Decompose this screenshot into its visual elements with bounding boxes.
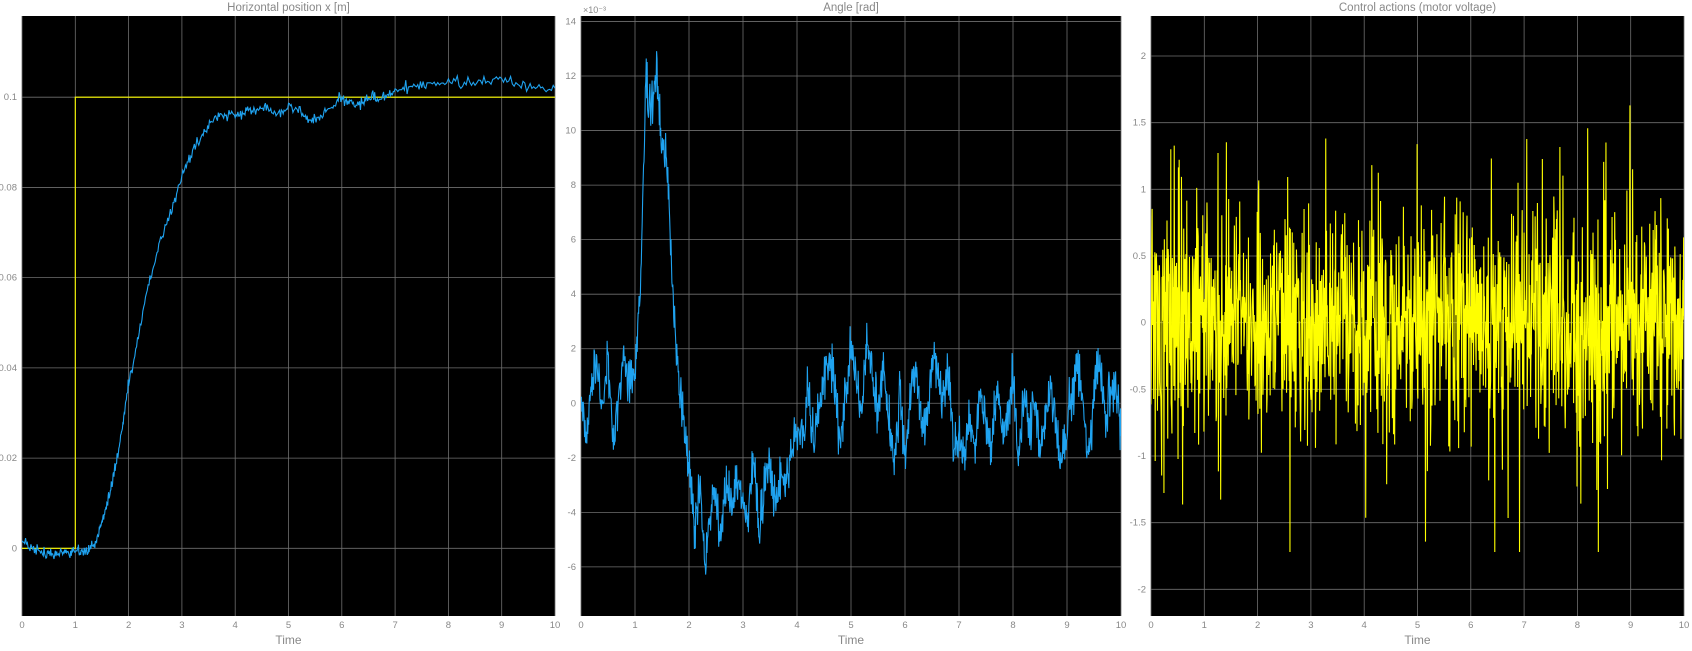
y-tick-label: -0.5	[1130, 384, 1146, 395]
x-tick-label: 10	[1116, 620, 1127, 631]
x-tick-label: 2	[686, 620, 691, 631]
x-tick-label: 3	[740, 620, 745, 631]
y-tick-label: 0.06	[0, 273, 17, 284]
y-tick-label: -1	[1138, 451, 1146, 462]
series-line	[1151, 105, 1684, 553]
x-tick-label: 7	[1521, 620, 1526, 631]
x-tick-label: 6	[1468, 620, 1473, 631]
x-tick-label: 6	[339, 620, 344, 631]
x-tick-label: 2	[1255, 620, 1260, 631]
y-tick-label: 0.02	[0, 453, 17, 464]
y-tick-label: 4	[571, 289, 576, 300]
x-tick-label: 10	[550, 620, 561, 631]
y-tick-label: -2	[1138, 584, 1146, 595]
y-tick-label: 0	[1141, 318, 1146, 329]
y-tick-label: 0	[12, 543, 17, 554]
x-tick-label: 9	[1628, 620, 1633, 631]
x-tick-label: 2	[126, 620, 131, 631]
x-tick-label: 9	[499, 620, 504, 631]
x-tick-label: 7	[956, 620, 961, 631]
x-axis-label: Time	[275, 633, 302, 647]
y-tick-label: 8	[571, 180, 576, 191]
y-tick-label: -1.5	[1130, 518, 1146, 529]
y-tick-label: 1.5	[1133, 118, 1146, 129]
chart-title: Control actions (motor voltage)	[1339, 2, 1496, 14]
y-multiplier-label: ×10⁻³	[583, 5, 606, 15]
series-line	[581, 51, 1121, 575]
x-axis-label: Time	[838, 633, 865, 647]
x-tick-label: 3	[179, 620, 184, 631]
x-tick-label: 3	[1308, 620, 1313, 631]
x-tick-label: 8	[1010, 620, 1015, 631]
x-tick-label: 8	[446, 620, 451, 631]
x-tick-label: 8	[1575, 620, 1580, 631]
x-tick-label: 9	[1064, 620, 1069, 631]
y-tick-label: -2	[568, 453, 576, 464]
y-tick-label: 1	[1141, 184, 1146, 195]
subplot-3: Control actions (motor voltage) 0 1 2 3 4 5 6 7 8…	[1130, 2, 1690, 647]
y-tick-label: 14	[565, 16, 576, 27]
x-tick-label: 0	[578, 620, 583, 631]
y-tick-label: 0	[571, 398, 576, 409]
series-line	[22, 96, 555, 549]
x-tick-label: 4	[233, 620, 238, 631]
x-tick-label: 7	[392, 620, 397, 631]
y-tick-label: 10	[565, 126, 576, 137]
y-tick-label: 0.08	[0, 182, 17, 193]
y-tick-label: 2	[1141, 51, 1146, 62]
x-axis-label: Time	[1404, 633, 1431, 647]
x-tick-label: 4	[1362, 620, 1367, 631]
x-tick-label: 1	[73, 620, 78, 631]
x-tick-label: 6	[902, 620, 907, 631]
y-tick-label: 2	[571, 344, 576, 355]
x-tick-label: 5	[848, 620, 853, 631]
y-tick-label: -6	[568, 562, 576, 573]
x-tick-label: 4	[794, 620, 799, 631]
x-tick-label: 5	[1415, 620, 1420, 631]
subplot-2: Angle [rad]0 1 2 3 4 5 6 7 8 9 10-6-4-202468101214…	[565, 2, 1126, 647]
y-tick-label: -4	[568, 507, 576, 518]
chart-title: Horizontal position x [m]	[227, 2, 350, 14]
x-tick-label: 10	[1679, 620, 1690, 631]
x-tick-label: 1	[632, 620, 637, 631]
subplot-1: Horizontal position x [m] 0 1 2 3 4 5 6 7 8 9 10 0 0.…	[0, 2, 560, 647]
x-tick-label: 0	[1148, 620, 1153, 631]
chart-title: Angle [rad]	[823, 2, 879, 14]
y-tick-label: 12	[565, 71, 576, 82]
y-tick-label: 6	[571, 235, 576, 246]
y-tick-label: 0.1	[4, 92, 17, 103]
series-line	[22, 73, 555, 560]
y-tick-label: 0.04	[0, 363, 17, 374]
x-tick-label: 1	[1202, 620, 1207, 631]
y-tick-label: 0.5	[1133, 251, 1146, 262]
x-tick-label: 0	[19, 620, 24, 631]
x-tick-label: 5	[286, 620, 291, 631]
